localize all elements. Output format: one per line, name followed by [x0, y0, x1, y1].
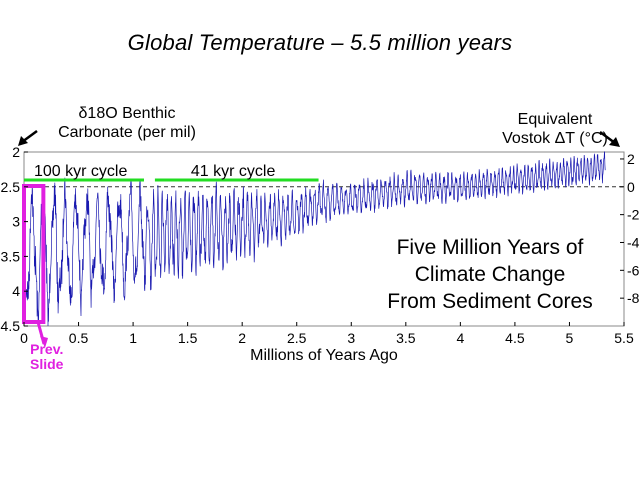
x-tick-label: 2: [238, 330, 246, 346]
right-axis-title-line1: Equivalent: [517, 111, 593, 128]
overlay-line-3: From Sediment Cores: [387, 290, 593, 313]
slide-title: Global Temperature – 5.5 million years: [127, 30, 513, 55]
prev-slide-box: [22, 184, 46, 324]
prev-slide-line-1: Prev.: [30, 341, 64, 357]
cycle-label-1: 41 kyr cycle: [191, 163, 276, 180]
x-tick-label: 4.5: [505, 330, 525, 346]
y2-tick-label: 2: [627, 151, 635, 167]
x-tick-label: 1: [129, 330, 137, 346]
x-tick-label: 4: [456, 330, 464, 346]
x-axis-title: Millions of Years Ago: [250, 347, 398, 364]
y-tick-label: 3.5: [1, 248, 21, 264]
left-axis-title-line1: δ18O Benthic: [78, 105, 176, 122]
x-tick-label: 0.5: [69, 330, 89, 346]
right-axis-title: Equivalent Vostok ΔT (°C): [490, 110, 620, 148]
y2-tick-label: -8: [627, 290, 640, 306]
x-tick-label: 5.5: [614, 330, 634, 346]
x-tick-label: 1.5: [178, 330, 198, 346]
left-axis-title-line2: Carbonate (per mil): [58, 124, 196, 141]
cycle-label-0: 100 kyr cycle: [34, 163, 127, 180]
x-tick-label: 5: [566, 330, 574, 346]
overlay-line-1: Five Million Years of: [396, 236, 584, 259]
x-tick-label: 0: [20, 330, 28, 346]
prev-slide-link[interactable]: Prev. Slide: [30, 342, 63, 372]
y2-tick-label: -4: [627, 234, 640, 250]
left-arrow-icon: [18, 129, 38, 146]
y-tick-label: 3: [12, 214, 20, 230]
x-tick-label: 3.5: [396, 330, 416, 346]
plot-layer: 100 kyr cycle 41 kyr cycle 0 0.5 1 1.5 2 2.5 3 3.…: [1, 144, 640, 364]
left-axis-title: δ18O Benthic Carbonate (per mil): [52, 104, 202, 142]
overlay-line-2: Climate Change: [414, 263, 566, 286]
prev-slide-line-2: Slide: [30, 356, 64, 372]
d18o-series-line: [23, 150, 606, 327]
x-tick-label: 2.5: [287, 330, 307, 346]
y-tick-label: 4: [12, 283, 20, 299]
overlay-caption: Five Million Years of Climate Change Fro…: [360, 234, 620, 315]
y-tick-label: 2: [12, 144, 20, 160]
y-tick-label: 2.5: [1, 179, 21, 195]
y2-tick-label: -6: [627, 262, 640, 278]
y2-tick-label: -2: [627, 207, 640, 223]
right-axis-title-line2: Vostok ΔT (°C): [502, 130, 608, 147]
y2-tick-label: 0: [627, 179, 635, 195]
x-tick-label: 3: [347, 330, 355, 346]
y-tick-label: 4.5: [1, 318, 21, 334]
right-arrow-icon: [599, 130, 620, 147]
prev-slide-arrowhead: [40, 336, 48, 348]
